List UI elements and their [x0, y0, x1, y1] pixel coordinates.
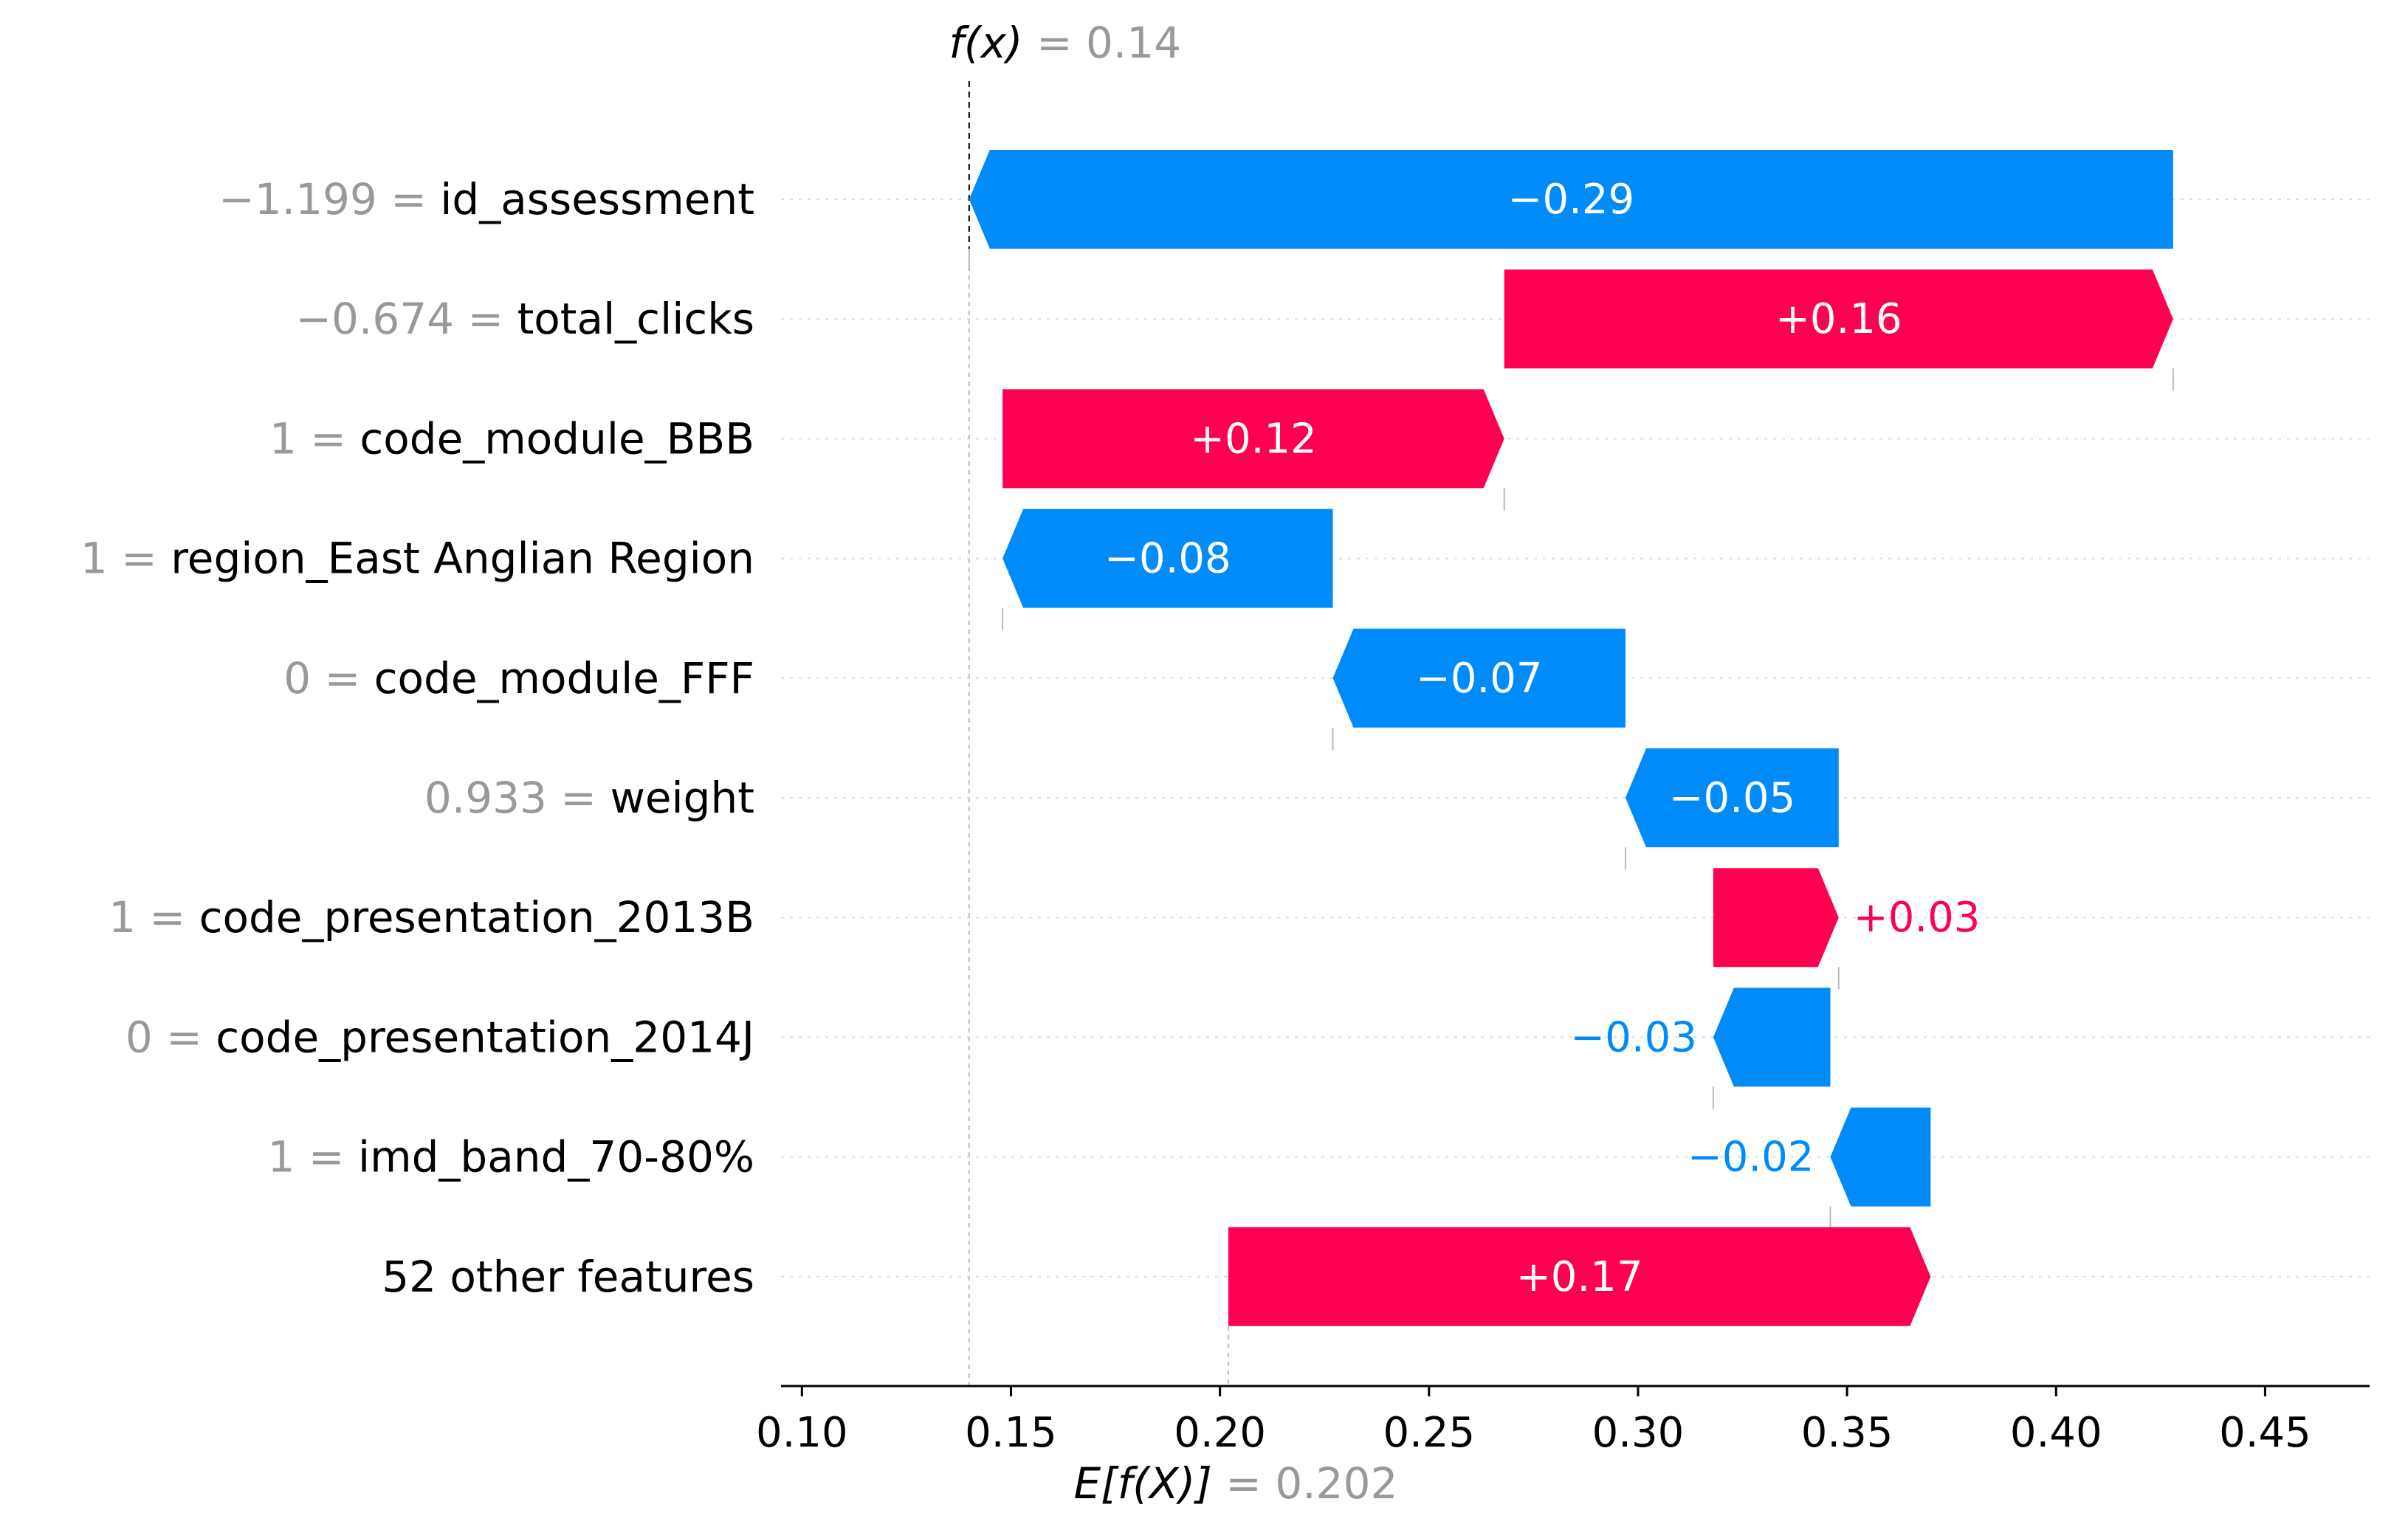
feature-name: region_East Anglian Region — [171, 534, 754, 584]
x-tick-label: 0.10 — [756, 1409, 848, 1457]
bar-value-label: −0.07 — [1416, 655, 1543, 703]
bar-weight — [1625, 748, 1839, 847]
feature-name: code_module_BBB — [360, 413, 754, 463]
feature-label: 1 = code_module_BBB — [269, 413, 754, 463]
feature-equals: = — [547, 773, 610, 823]
feature-name: id_assessment — [440, 174, 754, 224]
feature-label: −1.199 = id_assessment — [219, 174, 754, 224]
feature-label: 1 = region_East Anglian Region — [80, 534, 754, 584]
feature-value: 0 — [125, 1012, 153, 1062]
bar-52-other-features — [1228, 1227, 1931, 1326]
feature-equals: = — [454, 294, 517, 344]
bar-value-label: +0.16 — [1775, 295, 1902, 343]
fx-annotation: f(x) = 0.14 — [949, 18, 1182, 68]
feature-name: total_clicks — [517, 294, 754, 344]
feature-equals: = — [297, 413, 360, 463]
bar-value-label: +0.17 — [1516, 1253, 1643, 1301]
feature-name: imd_band_70-80% — [358, 1132, 754, 1182]
feature-value: 1 — [109, 892, 136, 942]
bar-total-clicks — [1504, 269, 2173, 369]
feature-label: 0 = code_module_FFF — [283, 653, 754, 703]
bar-code-module-fff — [1332, 628, 1626, 728]
feature-value: 1 — [269, 413, 297, 463]
x-tick-label: 0.15 — [965, 1409, 1057, 1457]
bar-value-label: −0.08 — [1104, 535, 1231, 583]
base-value: 0.202 — [1275, 1458, 1397, 1509]
x-tick-label: 0.30 — [1592, 1409, 1685, 1457]
feature-label: 0 = code_presentation_2014J — [125, 1012, 754, 1062]
feature-equals: = — [108, 534, 171, 584]
x-tick-label: 0.35 — [1801, 1409, 1893, 1457]
feature-equals: = — [311, 653, 374, 703]
feature-name: code_module_FFF — [374, 653, 754, 703]
feature-label: 52 other features — [382, 1252, 754, 1302]
bar-value-label: −0.05 — [1669, 774, 1796, 822]
feature-label: −0.674 = total_clicks — [295, 294, 754, 344]
fx-equals: = — [1036, 18, 1086, 68]
base-label: E[f(X)] — [1074, 1458, 1212, 1509]
bar-value-label: +0.03 — [1854, 894, 1981, 942]
feature-name: 52 other features — [382, 1252, 754, 1302]
feature-name: code_presentation_2014J — [216, 1012, 754, 1062]
x-tick-label: 0.25 — [1383, 1409, 1475, 1457]
bar-value-label: −0.02 — [1688, 1134, 1814, 1182]
x-tick-label: 0.40 — [2010, 1409, 2102, 1457]
bar-value-label: +0.12 — [1190, 415, 1317, 463]
feature-value: 0.933 — [424, 773, 547, 823]
feature-equals: = — [295, 1132, 358, 1182]
feature-value: −1.199 — [219, 174, 377, 224]
feature-equals: = — [153, 1012, 216, 1062]
feature-value: −0.674 — [295, 294, 454, 344]
fx-label: f(x) — [949, 18, 1023, 68]
bar-code-module-bbb — [1002, 389, 1504, 489]
feature-labels: −1.199 = id_assessment −0.674 = total_cli… — [80, 174, 754, 1302]
feature-equals: = — [377, 174, 440, 224]
feature-name: weight — [610, 773, 754, 823]
x-tick-label: 0.45 — [2219, 1409, 2311, 1457]
feature-value: 0 — [283, 653, 311, 703]
bar-region-east-anglian-region — [1002, 509, 1333, 608]
reference-lines — [968, 81, 2174, 1386]
bar-value-label: −0.29 — [1508, 176, 1635, 224]
x-tick-label: 0.20 — [1174, 1409, 1266, 1457]
feature-equals: = — [136, 892, 199, 942]
feature-label: 1 = code_presentation_2013B — [109, 892, 754, 942]
x-axis-ticks: 0.10 0.15 0.20 0.25 0.30 0.35 0.40 0.45 — [756, 1386, 2311, 1457]
bar-id-assessment — [969, 150, 2173, 249]
bar-imd-band-70-80- — [1830, 1107, 1931, 1207]
feature-value: 1 — [268, 1132, 295, 1182]
feature-label: 0.933 = weight — [424, 773, 754, 823]
fx-value: 0.14 — [1086, 18, 1181, 68]
bars: −0.29 +0.16 +0.12 −0.08 −0.07 −0.05 +0.03 −0.03… — [969, 150, 2173, 1326]
feature-name: code_presentation_2013B — [199, 892, 754, 942]
bar-code-presentation-2014j — [1713, 987, 1831, 1087]
bar-value-label: −0.03 — [1570, 1013, 1697, 1061]
feature-label: 1 = imd_band_70-80% — [268, 1132, 754, 1182]
bar-code-presentation-2013b — [1713, 868, 1839, 968]
base-equals: = — [1225, 1458, 1275, 1509]
feature-value: 1 — [80, 534, 108, 584]
base-annotation: E[f(X)] = 0.202 — [1074, 1458, 1398, 1509]
